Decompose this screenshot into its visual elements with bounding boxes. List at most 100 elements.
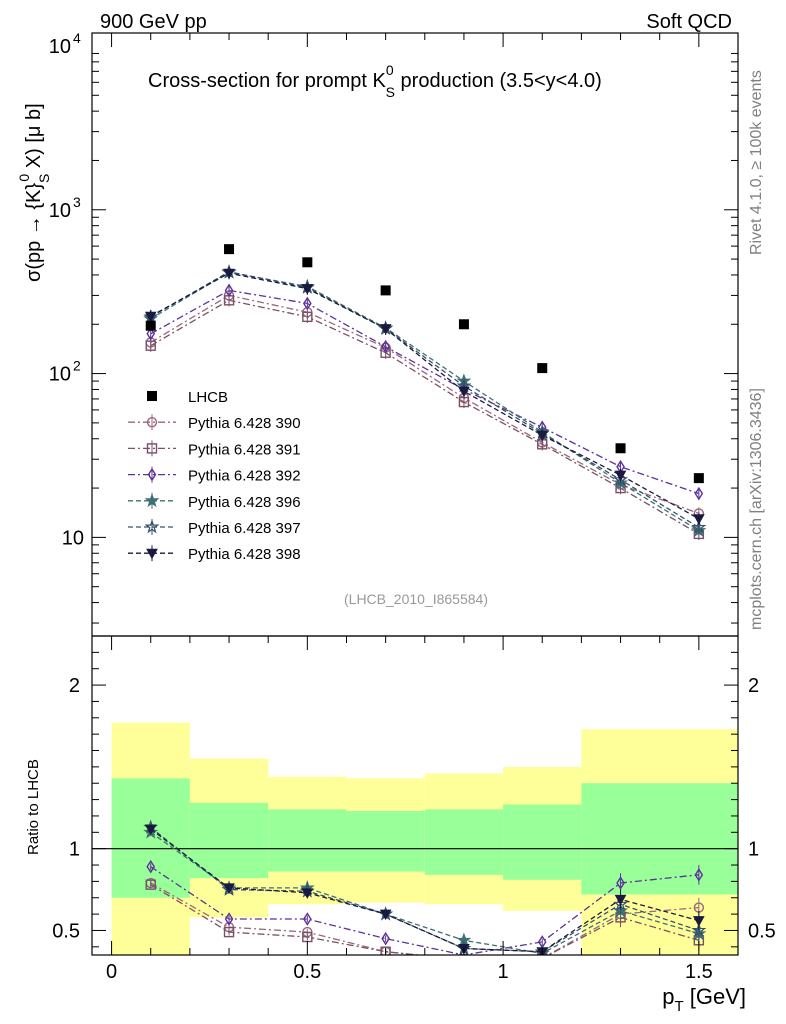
ratio-y-tick-label-right: 1 [748, 839, 759, 861]
legend-marker [147, 467, 157, 482]
legend-label: Pythia 6.428 392 [188, 468, 301, 485]
y-tick-label: 10 [62, 527, 84, 549]
main-series-line [150, 272, 700, 520]
main-data-point [458, 386, 470, 398]
y-tick-exponent: 4 [73, 30, 81, 46]
ratio-panel: 1 1 2 2 0.5 0.5 0 1 0.5 1.5 [52, 635, 776, 983]
main-title: Cross-section for prompt K0 S production … [148, 62, 602, 100]
ratio-data-point [303, 912, 312, 926]
main-series-line [150, 294, 700, 515]
legend-label: Pythia 6.428 390 [188, 415, 301, 432]
main-data-point [458, 396, 470, 408]
ratio-data-point [145, 879, 156, 890]
y-tick-label: 10 [49, 36, 71, 58]
side-text-top: Rivet 4.1.0, ≥ 100k events [748, 70, 765, 255]
main-data-point [302, 311, 313, 323]
main-series-line [150, 299, 700, 535]
y-tick-label: 10 [49, 200, 71, 222]
legend-marker [146, 417, 158, 428]
main-series-line [150, 271, 700, 532]
x-tick-label: 0.5 [293, 961, 321, 983]
legend: LHCB Pythia 6.428 390 Pythia 6.428 391 Pyth… [128, 389, 301, 563]
ratio-data-point [692, 916, 705, 927]
main-data-point [144, 311, 157, 323]
legend-marker [144, 492, 160, 508]
x-tick-label: 1 [498, 961, 509, 983]
ratio-data-point [691, 922, 707, 937]
ratio-data-point [458, 954, 470, 955]
ratio-data-point [694, 868, 704, 882]
y-tick-exponent: 2 [73, 358, 81, 374]
ratio-data-point [616, 876, 625, 890]
main-data-point [145, 340, 156, 351]
header-left: 900 GeV pp [100, 11, 207, 33]
uncertainty-band-inner [581, 783, 738, 895]
lhcb-data-point [458, 319, 469, 330]
ratio-data-point [379, 909, 392, 921]
main-series-line [150, 289, 700, 495]
main-data-point [303, 296, 312, 311]
main-data-point [612, 471, 629, 486]
ratio-data-point [224, 912, 234, 926]
lhcb-data-point [537, 363, 548, 374]
ratio-series-line [150, 884, 699, 955]
uncertainty-band-inner [268, 809, 347, 872]
ratio-series-line [150, 882, 699, 955]
lhcb-data-point [302, 257, 313, 268]
ratio-data-point [144, 824, 157, 836]
ratio-frame [91, 635, 739, 956]
uncertainty-band-inner [424, 809, 504, 875]
uncertainty-band-inner [503, 804, 582, 880]
ratio-y-tick-label: 2 [69, 675, 80, 697]
lhcb-data-point [693, 473, 704, 484]
ratio-series-line [150, 866, 699, 955]
reference-id: (LHCB_2010_I865584) [344, 591, 488, 607]
main-y-axis-label: σ(pp → {K}S0 X) [μ b] [16, 103, 52, 282]
ratio-series-line [150, 831, 699, 955]
ratio-y-tick-label: 0.5 [52, 920, 80, 942]
ratio-data-point [223, 926, 235, 938]
legend-marker [144, 519, 160, 534]
y-tick-label: 10 [49, 364, 71, 386]
main-data-point [381, 339, 390, 354]
main-data-point [691, 519, 707, 534]
uncertainty-band-inner [189, 802, 269, 879]
legend-label: Pythia 6.428 391 [188, 441, 301, 458]
main-data-point [301, 284, 314, 295]
ratio-data-point [380, 946, 391, 955]
x-axis-label: pT [GeV] [662, 984, 746, 1015]
ratio-data-point [301, 888, 314, 899]
ratio-data-point [381, 931, 390, 946]
main-data-point [146, 326, 156, 341]
labels: 900 GeV pp Soft QCD Rivet 4.1.0, ≥ 100k … [16, 11, 765, 1015]
header-right: Soft QCD [646, 11, 732, 33]
main-data-point [223, 268, 235, 280]
main-series-line [150, 271, 700, 528]
ratio-y-tick-label-right: 0.5 [748, 920, 776, 942]
legend-marker [146, 548, 158, 560]
x-tick-label: 1.5 [685, 961, 713, 983]
y-tick-exponent: 3 [73, 194, 81, 210]
ratio-data-point [146, 859, 156, 874]
main-data-point [692, 514, 705, 525]
lhcb-data-point [224, 244, 235, 255]
main-data-point [379, 324, 392, 335]
ratio-data-point [614, 894, 627, 906]
uncertainty-band-inner [346, 811, 425, 872]
main-data-point [536, 430, 549, 442]
side-text-bottom: mcplots.cern.ch [arXiv:1306.3436] [748, 388, 765, 630]
ratio-y-axis-label: Ratio to LHCB [25, 759, 42, 855]
legend-label: Pythia 6.428 397 [188, 520, 301, 537]
ratio-y-tick-label: 1 [69, 839, 80, 861]
main-data-point [224, 283, 234, 298]
legend-marker-lhcb [147, 391, 157, 401]
lhcb-data-point [145, 320, 156, 331]
x-tick-label: 0 [106, 961, 117, 983]
lhcb-data-point [615, 443, 626, 454]
ratio-series-line [150, 828, 699, 953]
lhcb-data-point [380, 285, 391, 296]
legend-label-lhcb: LHCB [188, 389, 228, 406]
ratio-data-point [462, 954, 466, 955]
